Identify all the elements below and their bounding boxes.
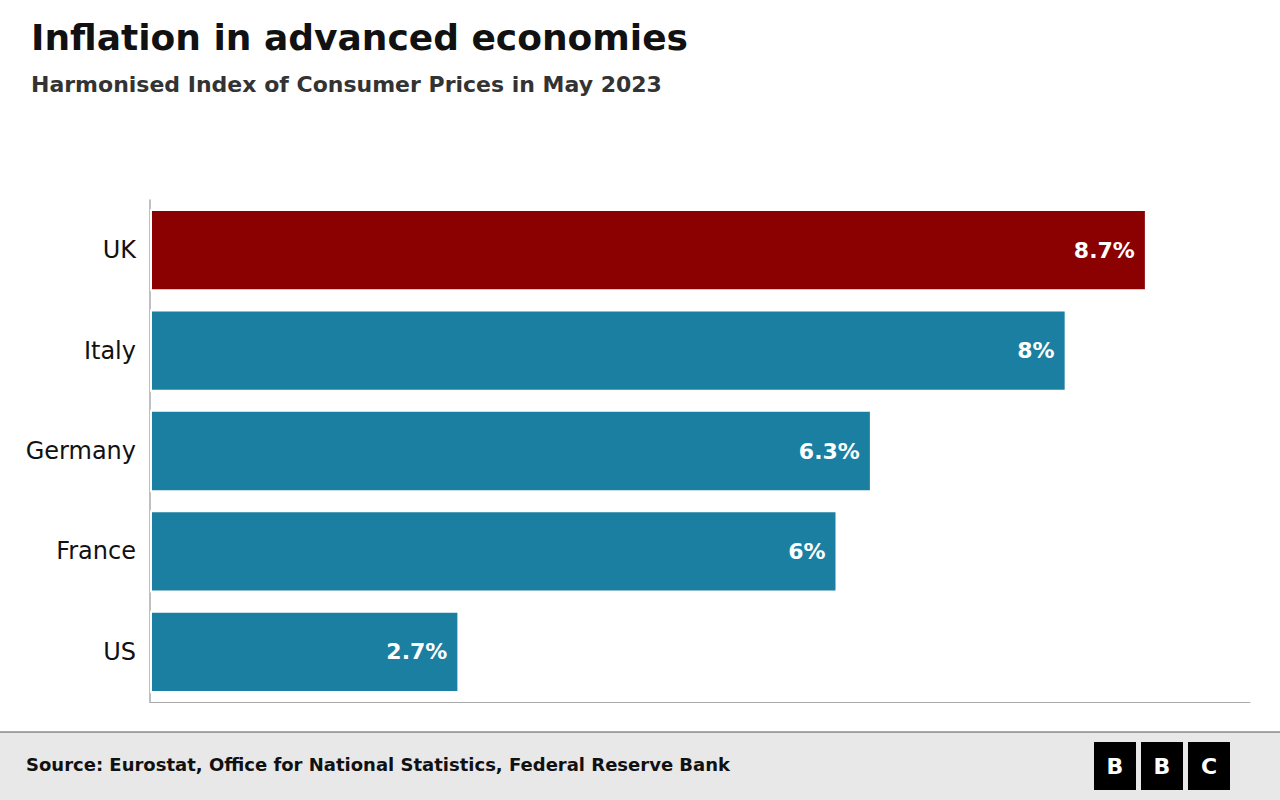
svg-text:B: B	[1154, 754, 1171, 779]
svg-text:B: B	[1107, 754, 1124, 779]
svg-text:Inflation in advanced economie: Inflation in advanced economies	[31, 17, 688, 58]
svg-text:UK: UK	[103, 236, 138, 264]
svg-text:Germany: Germany	[26, 437, 136, 465]
svg-text:Source: Eurostat, Office for N: Source: Eurostat, Office for National St…	[26, 754, 731, 775]
svg-text:France: France	[56, 537, 136, 565]
svg-text:US: US	[103, 638, 136, 666]
svg-text:8.7%: 8.7%	[1074, 238, 1135, 263]
svg-text:2.7%: 2.7%	[386, 639, 447, 664]
svg-text:Italy: Italy	[84, 337, 136, 365]
svg-text:8%: 8%	[1017, 338, 1054, 363]
svg-text:6.3%: 6.3%	[799, 439, 860, 464]
svg-text:Harmonised Index of Consumer P: Harmonised Index of Consumer Prices in M…	[31, 72, 662, 97]
svg-text:C: C	[1201, 754, 1217, 779]
svg-text:6%: 6%	[788, 539, 825, 564]
